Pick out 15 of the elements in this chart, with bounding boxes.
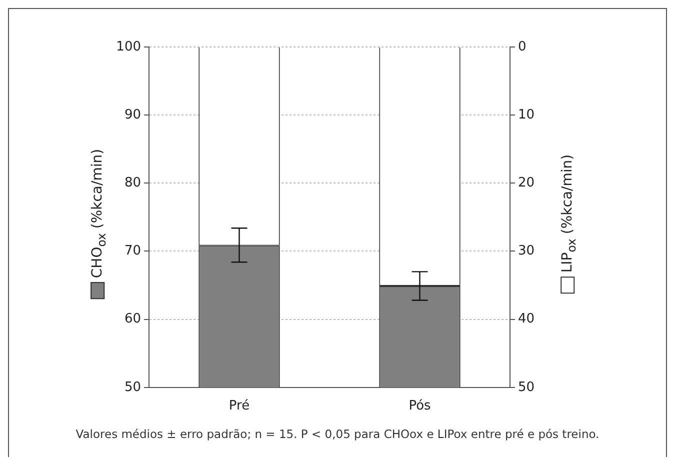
y-tick-label: 70: [124, 244, 141, 259]
y2-tick-label: 10: [518, 107, 535, 122]
y-tick-label: 80: [124, 176, 141, 191]
y2-tick-label: 50: [518, 380, 535, 395]
y-tick-label: 90: [124, 107, 141, 122]
y-tick-label: 50: [124, 380, 141, 395]
y-tick-label: 100: [116, 39, 141, 54]
y-tick-label: 60: [124, 312, 141, 327]
text: Valores médios ± erro padrão; n = 15. P < 0,05 para CHOox e LIPox entre pré e pós treino.: [74, 427, 600, 441]
x-tick-label: Pré: [228, 398, 250, 414]
x-tick-label: Pós: [408, 398, 432, 414]
y2-tick-label: 40: [518, 312, 535, 327]
y2-tick-label: 20: [518, 176, 535, 191]
y2-tick-label: 30: [518, 244, 535, 259]
y2-tick-label: 0: [518, 39, 526, 54]
